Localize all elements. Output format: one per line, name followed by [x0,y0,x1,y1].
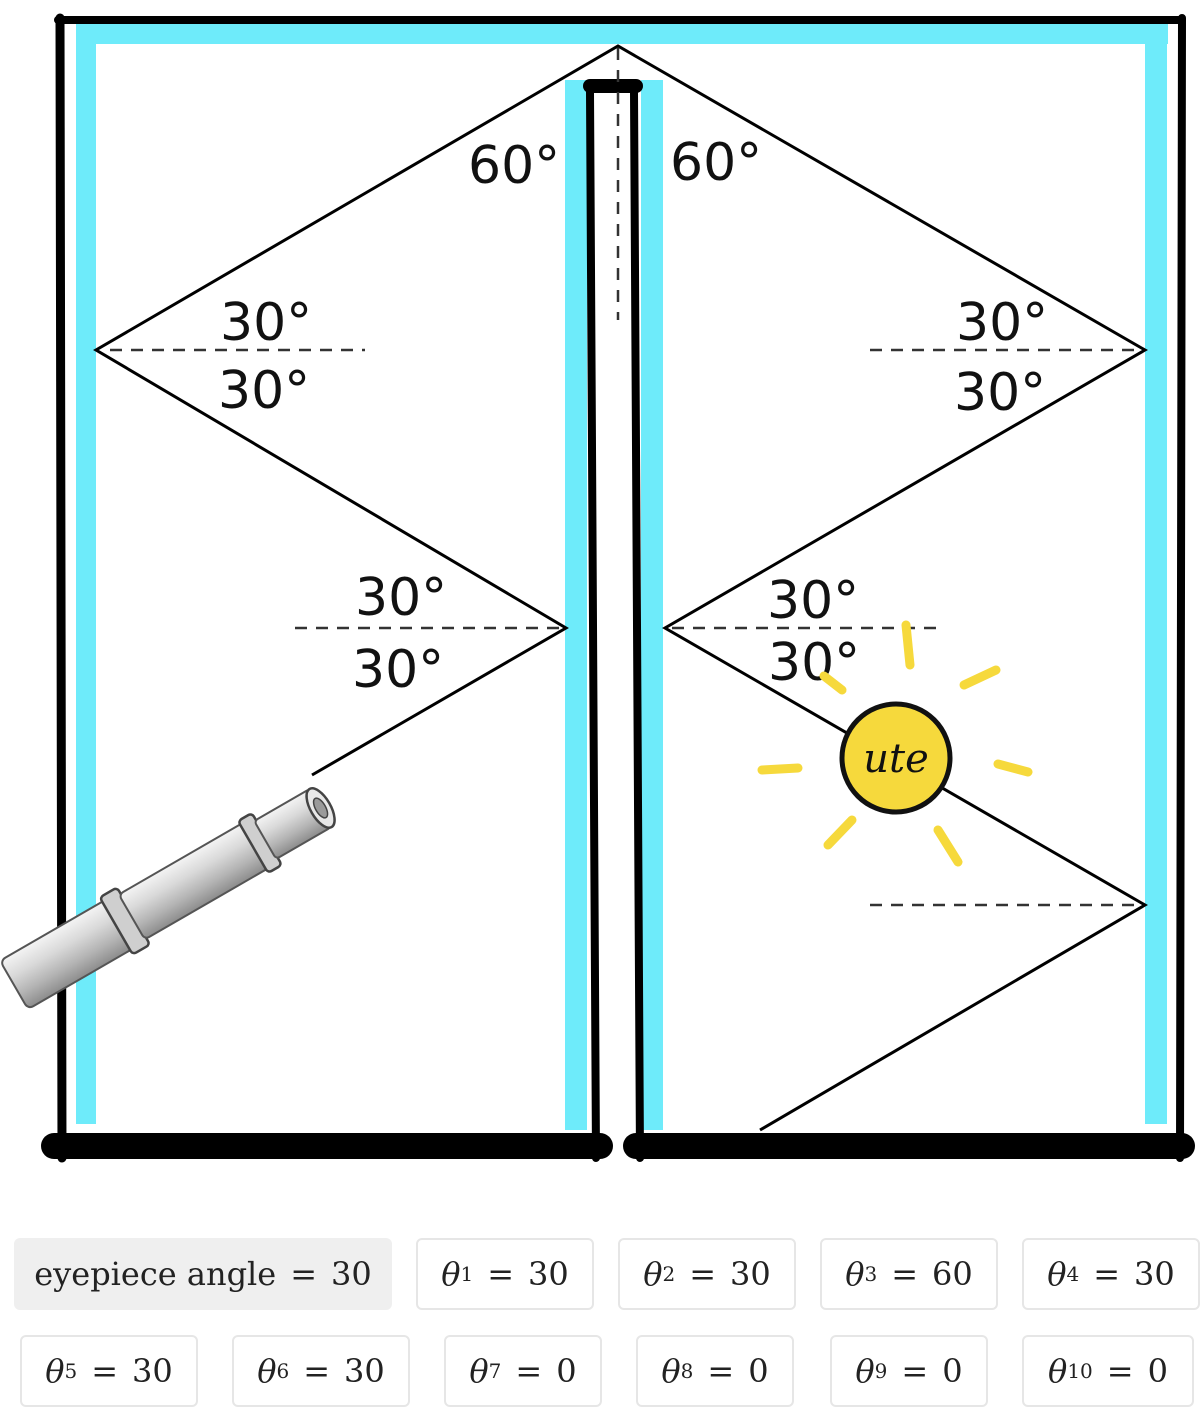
center-right-mirror [641,80,663,1130]
theta-symbol: θ [257,1352,277,1390]
theta-symbol: θ [661,1352,681,1390]
theta-index: 8 [680,1359,694,1383]
angle-label-top-left: 60° [468,136,560,196]
theta-symbol: θ [1048,1352,1068,1390]
sun-icon: ute [757,620,1033,867]
angle-label-top-right: 60° [670,133,762,193]
center-left-mirror [565,80,587,1130]
theta-value: 30 [344,1352,385,1390]
eyepiece-angle-button[interactable]: eyepiece angle = 30 [14,1238,392,1310]
periscope-diagram: 60° 60° 30° 30° 30° 30° 30° 30° 30° 30° … [1,13,1195,1163]
angle-label-left-lower-above: 30° [355,568,447,628]
theta-symbol: θ [45,1352,65,1390]
theta-value: 0 [748,1352,769,1390]
right-mirror [1145,22,1167,1124]
eyepiece-telescope-icon [1,787,336,1009]
equals-sign: = [515,1352,543,1390]
theta-symbol: θ [855,1352,875,1390]
theta-index: 9 [874,1359,888,1383]
theta-symbol: θ [643,1255,663,1293]
theta-10-button[interactable]: θ 10 = 0 [1022,1335,1194,1407]
angle-label-right-upper-below: 30° [954,363,1046,423]
equals-sign: = [689,1255,717,1293]
theta-index: 6 [276,1359,290,1383]
equals-sign: = [1093,1255,1121,1293]
theta-index: 10 [1067,1359,1093,1383]
left-mirror [76,22,96,1124]
partition-left [586,88,600,1162]
equals-sign: = [891,1255,919,1293]
normal-lines [110,348,1140,907]
angle-labels: 60° 60° 30° 30° 30° 30° 30° 30° 30° 30° [218,133,1048,700]
equals-sign: = [1106,1352,1134,1390]
theta-index: 4 [1066,1262,1080,1286]
eyepiece-angle-value: 30 [331,1255,372,1293]
theta-value: 60 [932,1255,973,1293]
theta-symbol: θ [441,1255,461,1293]
theta-index: 1 [460,1262,474,1286]
equals-sign: = [487,1255,515,1293]
theta-value: 30 [132,1352,173,1390]
angle-label-left-upper-above: 30° [220,293,312,353]
equals-sign: = [91,1352,119,1390]
angle-label-left-lower-below: 30° [352,640,444,700]
theta-index: 2 [662,1262,676,1286]
sun-text: ute [863,736,929,782]
theta-value: 0 [942,1352,963,1390]
frame [41,13,1195,1163]
angle-label-right-lower-below: 30° [768,633,860,693]
theta-symbol: θ [469,1352,489,1390]
theta-symbol: θ [1047,1255,1067,1293]
theta-index: 5 [64,1359,78,1383]
theta-symbol: θ [845,1255,865,1293]
theta-index: 3 [864,1262,878,1286]
mirror-strips [76,22,1168,1130]
theta-value: 30 [1134,1255,1175,1293]
top-mirror [76,22,1168,44]
equals-sign: = [901,1352,929,1390]
frame-right [1176,14,1186,1162]
theta-value: 0 [1147,1352,1168,1390]
angle-label-right-lower-above: 30° [767,571,859,631]
theta-value: 0 [556,1352,577,1390]
theta-index: 7 [488,1359,502,1383]
angle-label-right-upper-above: 30° [956,293,1048,353]
eyepiece-angle-label: eyepiece angle [34,1255,277,1293]
theta-value: 30 [730,1255,771,1293]
partition-right [630,88,644,1162]
theta-value: 30 [528,1255,569,1293]
equals-sign: = [290,1255,318,1293]
equals-sign: = [303,1352,331,1390]
light-ray [93,44,1148,1132]
angle-label-left-upper-below: 30° [218,361,310,421]
equals-sign: = [707,1352,735,1390]
